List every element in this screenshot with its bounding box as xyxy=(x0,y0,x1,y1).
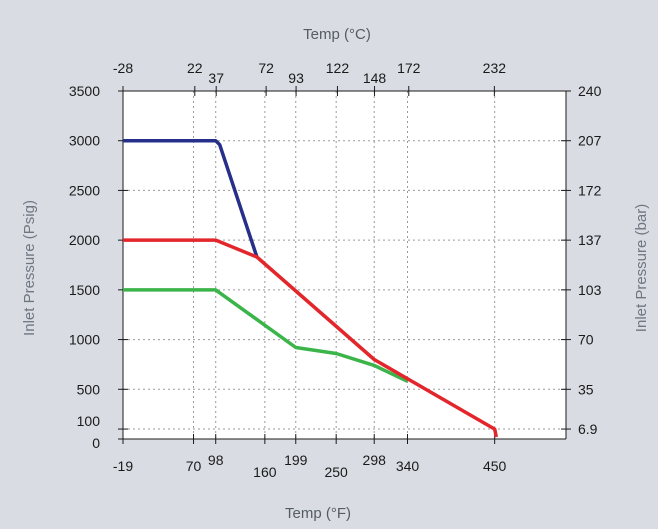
y-right-tick-label-5: 172 xyxy=(578,182,602,198)
x-bottom-tick-label-7: 340 xyxy=(396,458,420,474)
series-blue-line xyxy=(123,138,259,258)
y-right-tick-label-4: 137 xyxy=(578,232,602,248)
x-bottom-tick-label-1: 70 xyxy=(186,458,202,474)
x-bottom-tick-label-4: 199 xyxy=(284,452,308,468)
x-bottom-tick-label-8: 450 xyxy=(483,458,507,474)
labels-layer: -19 70 98 160 199 250 298 340 450 -28 22 37 72 93 122 1… xyxy=(69,60,602,480)
x-top-tick-label-0: -28 xyxy=(113,60,133,76)
x-bottom-tick-label-0: -19 xyxy=(113,458,133,474)
y-left-tick-label-6: 2500 xyxy=(69,182,100,198)
x-bottom-tick-label-2: 98 xyxy=(208,452,224,468)
y-left-tick-label-1: 100 xyxy=(77,413,101,429)
y-right-tick-label-1: 35 xyxy=(578,381,594,397)
x-bottom-tick-label-5: 250 xyxy=(324,464,348,480)
x-top-tick-label-5: 122 xyxy=(326,60,350,76)
x-top-tick-label-2: 37 xyxy=(208,70,224,86)
y-right-tick-label-0: 6.9 xyxy=(578,421,598,437)
x-top-tick-label-7: 172 xyxy=(397,60,421,76)
y-left-tick-label-0: 0 xyxy=(92,435,100,451)
x-bottom-tick-label-6: 298 xyxy=(363,452,387,468)
y-left-tick-label-7: 3000 xyxy=(69,133,100,149)
y-right-tick-label-7: 240 xyxy=(578,83,602,99)
plot-area xyxy=(123,91,566,439)
y-left-tick-label-5: 2000 xyxy=(69,232,100,248)
series-red-line xyxy=(123,238,499,438)
series-layer xyxy=(123,138,499,438)
y-axis-left-title: Inlet Pressure (Psig) xyxy=(21,200,38,336)
x-top-tick-label-6: 148 xyxy=(363,70,387,86)
x-bottom-tick-label-3: 160 xyxy=(253,464,277,480)
series-green-line xyxy=(123,288,409,383)
y-axis-right-title: Inlet Pressure (bar) xyxy=(633,204,650,332)
y-left-tick-label-4: 1500 xyxy=(69,282,100,298)
x-top-tick-label-8: 232 xyxy=(483,60,507,76)
x-axis-top-title: Temp (°C) xyxy=(303,26,371,43)
y-left-tick-label-8: 3500 xyxy=(69,83,100,99)
y-left-tick-label-3: 1000 xyxy=(69,332,100,348)
y-right-tick-label-6: 207 xyxy=(578,133,602,149)
x-top-tick-label-3: 72 xyxy=(258,60,274,76)
x-top-tick-label-1: 22 xyxy=(187,60,203,76)
x-top-tick-label-4: 93 xyxy=(288,70,304,86)
y-right-tick-label-2: 70 xyxy=(578,332,594,348)
y-right-tick-label-3: 103 xyxy=(578,282,602,298)
x-axis-bottom-title: Temp (°F) xyxy=(285,505,351,522)
y-left-tick-label-2: 500 xyxy=(77,381,101,397)
